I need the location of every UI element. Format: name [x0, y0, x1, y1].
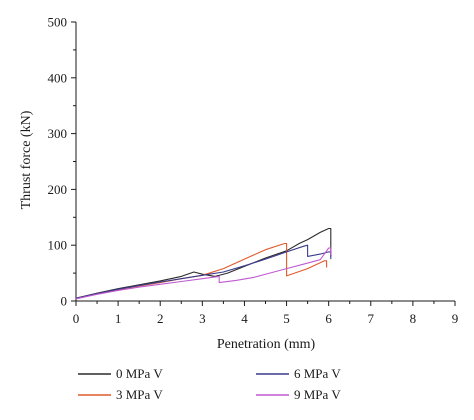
legend: 0 MPa V 6 MPa V 3 MPa V 9 MPa V — [78, 366, 341, 402]
x-tick-label: 8 — [410, 311, 417, 326]
x-tick-label: 3 — [199, 311, 206, 326]
legend-label: 0 MPa V — [116, 366, 163, 381]
y-tick-label: 500 — [48, 15, 68, 30]
y-tick-label: 300 — [48, 126, 68, 141]
y-tick-label: 200 — [48, 182, 68, 197]
x-axis-title: Penetration (mm) — [217, 337, 316, 352]
series-line-0-mpa-v — [75, 227, 332, 299]
x-tick-label: 5 — [283, 311, 290, 326]
x-tick-label: 1 — [115, 311, 122, 326]
x-tick-label: 2 — [157, 311, 164, 326]
x-tick-label: 6 — [325, 311, 332, 326]
y-tick-label: 0 — [61, 294, 68, 309]
x-tick-label: 7 — [368, 311, 375, 326]
x-tick-label: 4 — [241, 311, 248, 326]
x-tick-label: 9 — [452, 311, 459, 326]
legend-label: 3 MPa V — [116, 387, 163, 402]
legend-label: 6 MPa V — [294, 366, 341, 381]
x-tick-label: 0 — [73, 311, 80, 326]
legend-label: 9 MPa V — [294, 387, 341, 402]
y-tick-label: 400 — [48, 70, 68, 85]
axes: 0 1 2 3 4 5 6 7 8 9 0 100 200 300 400 500 — [48, 15, 459, 327]
y-axis-title: Thrust force (kN) — [19, 110, 34, 209]
series-line-6-mpa-v — [75, 244, 332, 299]
series-lines — [75, 227, 332, 300]
series-line-9-mpa-v — [75, 247, 332, 300]
y-tick-label: 100 — [48, 238, 68, 253]
